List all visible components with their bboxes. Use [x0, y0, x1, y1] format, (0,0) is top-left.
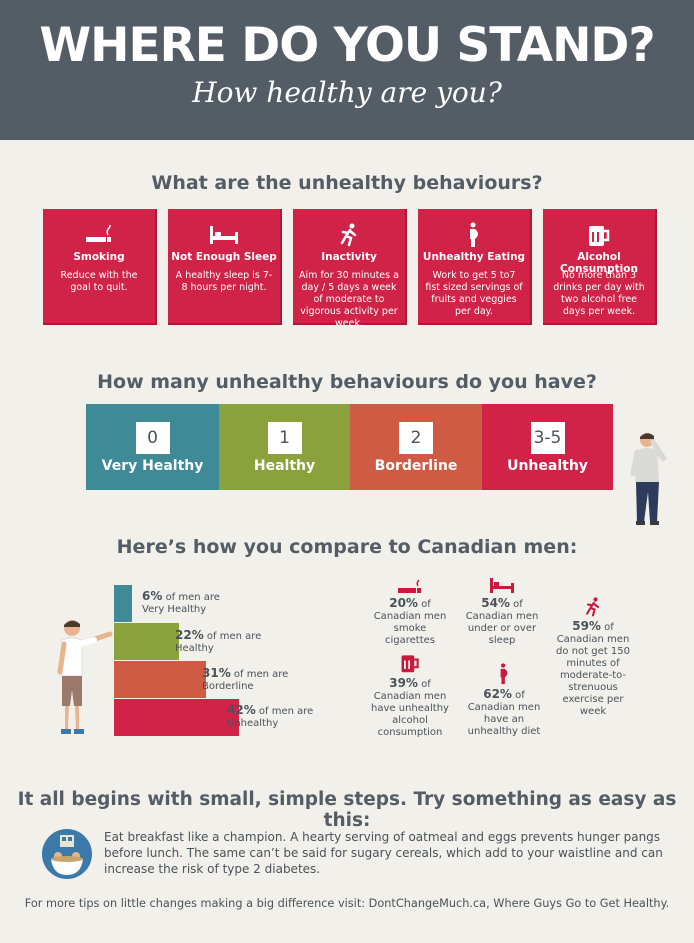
belly-icon	[463, 663, 545, 685]
card-eating: Unhealthy Eating Work to get 5 to7 fist …	[418, 209, 532, 325]
stat-sleep: 54% of Canadian men under or over sleep	[463, 574, 541, 647]
card-desc: A healthy sleep is 7-8 hours per night.	[175, 270, 273, 293]
card-name: Unhealthy Eating	[422, 251, 526, 263]
cigarette-icon	[43, 223, 155, 247]
stat-inactivity: 59% of Canadian men do not get 150 minute…	[556, 597, 630, 718]
cigarette-icon	[368, 574, 452, 594]
scale-very-healthy: 0 Very Healthy	[86, 404, 219, 490]
beer-mug-icon	[543, 223, 655, 247]
card-name: Not Enough Sleep	[171, 251, 277, 263]
card-name: Inactivity	[321, 251, 377, 263]
card-sleep: Not Enough Sleep A healthy sleep is 7-8 …	[168, 209, 282, 325]
scale-number: 2	[399, 422, 433, 454]
beer-mug-icon	[368, 654, 452, 674]
scale-label: Very Healthy	[101, 458, 204, 474]
bar-healthy	[114, 623, 179, 660]
bar-label-borderline: 31% of men are Borderline	[202, 666, 289, 692]
scale-label: Borderline	[374, 458, 458, 474]
scale-heading: How many unhealthy behaviours do you hav…	[97, 371, 597, 393]
card-desc: Reduce with the goal to quit.	[60, 270, 138, 293]
header-banner: WHERE DO YOU STAND? How healthy are you?	[0, 0, 694, 140]
tips-heading: It all begins with small, simple steps. …	[17, 789, 677, 831]
scale-healthy: 1 Healthy	[219, 404, 350, 490]
bed-icon	[168, 223, 280, 247]
card-inactivity: Inactivity Aim for 30 minutes a day / 5 …	[293, 209, 407, 329]
behaviours-heading: What are the unhealthy behaviours?	[151, 172, 543, 194]
pointing-man-illustration	[57, 620, 113, 734]
thinking-man-illustration	[630, 433, 668, 525]
card-desc: No more than 3 drinks per day with two a…	[553, 270, 645, 317]
scale-label: Unhealthy	[507, 458, 588, 474]
card-desc: Work to get 5 to7 fist sized servings of…	[425, 270, 523, 317]
bed-icon	[463, 574, 541, 594]
compare-heading: Here’s how you compare to Canadian men:	[116, 536, 578, 558]
stat-smoking: 20% of Canadian men smoke cigarettes	[368, 574, 452, 647]
scale-number: 3-5	[530, 422, 565, 454]
card-alcohol: Alcohol Consumption No more than 3 drink…	[543, 209, 657, 325]
card-smoking: Smoking Reduce with the goal to quit.	[43, 209, 157, 325]
bar-borderline	[114, 661, 206, 698]
scale-borderline: 2 Borderline	[350, 404, 482, 490]
bar-label-healthy: 22% of men are Healthy	[175, 628, 262, 654]
bar-unhealthy	[114, 699, 239, 736]
card-desc: Aim for 30 minutes a day / 5 days a week…	[299, 270, 399, 329]
runner-icon	[556, 597, 630, 617]
footer-text: For more tips on little changes making a…	[24, 897, 670, 910]
bar-label-very-healthy: 6% of men are Very Healthy	[142, 589, 220, 615]
page-subtitle: How healthy are you?	[192, 76, 502, 109]
page-title: WHERE DO YOU STAND?	[39, 18, 655, 73]
card-name: Smoking	[73, 251, 125, 263]
bar-very-healthy	[114, 585, 132, 622]
card-name: Alcohol Consumption	[560, 251, 638, 275]
stat-alcohol: 39% of Canadian men have unhealthy alcoho…	[368, 654, 452, 739]
tip-text: Eat breakfast like a champion. A hearty …	[104, 830, 663, 876]
scale-unhealthy: 3-5 Unhealthy	[482, 404, 613, 490]
scale-number: 0	[135, 422, 170, 454]
runner-icon	[293, 223, 405, 247]
stat-eating: 62% of Canadian men have an unhealthy die…	[463, 663, 545, 738]
bar-label-unhealthy: 42% of men are Unhealthy	[227, 703, 314, 729]
belly-icon	[418, 222, 530, 247]
breakfast-bowl-icon	[42, 829, 92, 879]
scale-label: Healthy	[253, 458, 316, 474]
scale-number: 1	[267, 422, 302, 454]
